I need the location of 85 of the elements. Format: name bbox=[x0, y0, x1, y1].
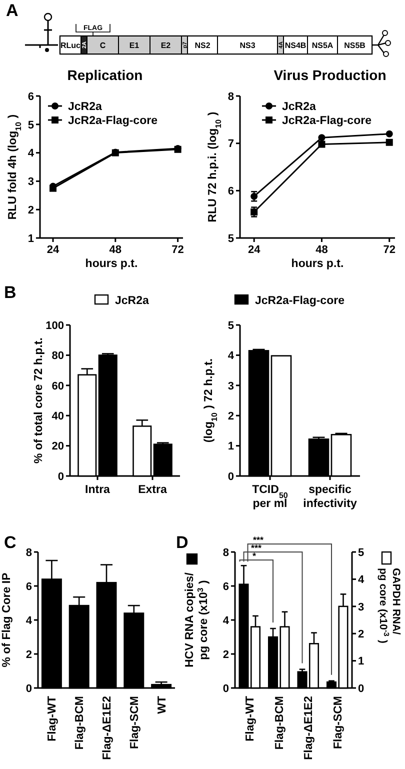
y-tick-label: 2 bbox=[26, 648, 32, 661]
x-tick-label: Flag-ΔE1E2 bbox=[102, 696, 114, 760]
chart-title: Replication bbox=[67, 67, 143, 83]
text: C bbox=[4, 533, 16, 552]
annotation: * bbox=[252, 551, 256, 561]
x-tick-label: Flag-WT bbox=[46, 696, 59, 742]
y-tick-label: 80 bbox=[52, 350, 64, 362]
y-tick-label: 5 bbox=[228, 320, 234, 332]
text: *** bbox=[252, 535, 264, 545]
x-tick-label: Flag-SCM bbox=[332, 696, 344, 750]
y-tick-label: 6 bbox=[26, 580, 32, 593]
legend-label: JcR2a bbox=[282, 101, 316, 114]
text: C bbox=[100, 40, 106, 50]
x-tick-label: 72 bbox=[172, 244, 184, 256]
legend-label: JcR2a-Flag-core bbox=[282, 115, 372, 128]
text: RLuc bbox=[60, 40, 82, 50]
y-tick-label: 3 bbox=[228, 380, 234, 392]
y-tick-label: 0 bbox=[228, 470, 234, 483]
x-tick-label: Extra bbox=[138, 484, 168, 496]
text: B bbox=[4, 283, 16, 302]
x-axis-title: hours p.t. bbox=[85, 258, 138, 270]
y-tick-label: 6 bbox=[28, 90, 34, 103]
y-tick-label: 8 bbox=[26, 546, 32, 559]
y-tick-label: 8 bbox=[222, 546, 229, 559]
y-tick-label: 3 bbox=[28, 176, 34, 188]
y-tick-label: 2 bbox=[228, 410, 234, 422]
text: NS4B bbox=[284, 40, 306, 50]
text: NS3 bbox=[240, 40, 256, 50]
x-tick-label: TCID$_{50}$ per ml bbox=[252, 484, 288, 510]
y-tick-label: 4 bbox=[28, 148, 35, 160]
y-tick-label: 40 bbox=[52, 410, 64, 422]
y-tick-label: 0 bbox=[222, 682, 229, 695]
y2-tick-label: 0 bbox=[358, 682, 364, 695]
x-tick-label: 24 bbox=[248, 244, 262, 256]
y-tick-label: 20 bbox=[52, 440, 64, 453]
annotation: *** bbox=[250, 543, 262, 553]
text: A bbox=[6, 1, 18, 20]
legend-label: JcR2a bbox=[68, 101, 102, 114]
y-tick-label: 5 bbox=[228, 232, 234, 245]
x-tick-label: 48 bbox=[316, 244, 328, 256]
x-tick-label: Flag-BCM bbox=[74, 696, 86, 750]
text: NS5A bbox=[312, 40, 334, 50]
x-tick-label: WT bbox=[156, 696, 168, 714]
y2-tick-label: 5 bbox=[358, 546, 364, 559]
y-axis-title: % of total core 72 h.p.t. bbox=[33, 338, 45, 464]
x-axis-title: hours p.t. bbox=[291, 258, 344, 270]
text: E2 bbox=[160, 40, 172, 50]
text: NS2 bbox=[194, 40, 211, 50]
y-tick-label: 4 bbox=[26, 614, 33, 627]
y-tick-label: 4 bbox=[228, 350, 235, 362]
y-tick-label: 100 bbox=[46, 320, 64, 332]
text: NS5B bbox=[344, 40, 366, 50]
y-tick-label: 1 bbox=[28, 232, 34, 245]
y-tick-label: 1 bbox=[228, 440, 234, 453]
chart-title: Virus Production bbox=[274, 67, 386, 83]
text: D bbox=[176, 533, 188, 552]
y-tick-label: 4 bbox=[222, 614, 230, 627]
x-tick-label: Flag-ΔE1E2 bbox=[303, 696, 316, 760]
y-tick-label: 60 bbox=[52, 380, 64, 392]
x-tick-label: Flag-BCM bbox=[274, 696, 286, 750]
legend-label: JcR2a-Flag-core bbox=[68, 115, 158, 128]
y-tick-label: 2 bbox=[28, 204, 34, 216]
x-tick-label: specific infectivity bbox=[303, 484, 358, 510]
y-axis-title: % of Flag Core IP bbox=[1, 572, 13, 668]
x-tick-label: Flag-SCM bbox=[128, 696, 141, 750]
x-tick-label: 72 bbox=[383, 244, 396, 256]
y-tick-label: 2 bbox=[222, 648, 229, 661]
y-tick-label: 5 bbox=[28, 119, 34, 132]
text: E1 bbox=[129, 40, 140, 50]
x-tick-label: Intra bbox=[85, 484, 111, 496]
y2-tick-label: 4 bbox=[358, 574, 365, 586]
y-tick-label: 6 bbox=[222, 580, 229, 593]
y-tick-label: 0 bbox=[58, 470, 64, 483]
y2-tick-label: 2 bbox=[358, 628, 364, 640]
legend-label: JcR2a-Flag-core bbox=[255, 295, 344, 308]
y-tick-label: 7 bbox=[228, 138, 234, 150]
y-tick-label: 6 bbox=[228, 186, 234, 198]
legend-label: JcR2a bbox=[115, 295, 150, 308]
y2-tick-label: 3 bbox=[358, 601, 364, 614]
y2-tick-label: 1 bbox=[358, 656, 364, 668]
y-tick-label: 0 bbox=[26, 682, 32, 695]
y-tick-label: 8 bbox=[228, 90, 234, 103]
x-tick-label: 48 bbox=[109, 244, 122, 256]
x-tick-label: Flag-WT bbox=[244, 696, 257, 742]
x-tick-label: 24 bbox=[46, 244, 60, 256]
